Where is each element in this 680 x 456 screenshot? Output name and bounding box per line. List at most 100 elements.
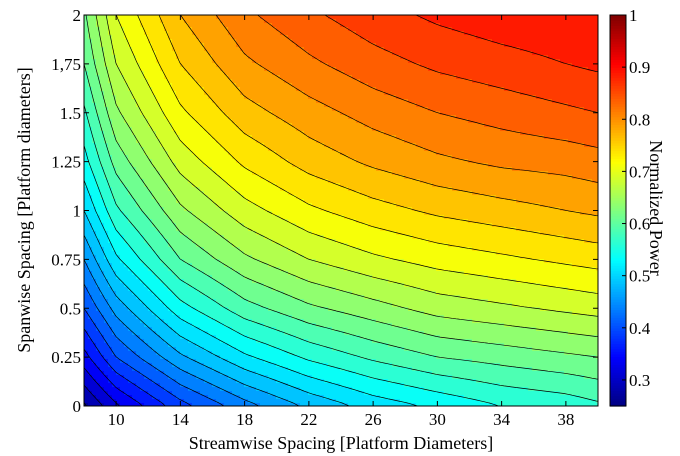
contour-cell <box>336 63 341 68</box>
contour-cell <box>364 75 369 80</box>
contour-cell <box>440 155 445 160</box>
contour-cell <box>100 75 105 80</box>
contour-cell <box>316 139 321 144</box>
contour-cell <box>564 47 569 52</box>
contour-cell <box>172 27 177 32</box>
contour-cell <box>184 79 189 84</box>
contour-cell <box>572 55 577 60</box>
contour-cell <box>284 55 289 60</box>
contour-cell <box>312 87 317 92</box>
contour-cell <box>260 51 265 56</box>
contour-cell <box>332 115 337 120</box>
contour-cell <box>524 35 529 40</box>
contour-cell <box>584 19 589 24</box>
contour-cell <box>492 127 497 132</box>
contour-cell <box>400 83 405 88</box>
contour-cell <box>420 111 425 116</box>
contour-cell <box>220 27 225 32</box>
contour-cell <box>348 119 353 124</box>
contour-cell <box>452 167 457 172</box>
contour-cell <box>320 51 325 56</box>
contour-cell <box>596 103 598 108</box>
contour-cell <box>128 147 133 152</box>
contour-cell <box>168 51 173 56</box>
contour-cell <box>440 111 445 116</box>
contour-cell <box>396 111 401 116</box>
contour-cell <box>192 91 197 96</box>
contour-cell <box>128 111 133 116</box>
contour-cell <box>288 43 293 48</box>
contour-cell <box>360 87 365 92</box>
contour-cell <box>356 135 361 140</box>
contour-cell <box>556 31 561 36</box>
contour-cell <box>248 63 253 68</box>
contour-cell <box>504 23 509 28</box>
contour-cell <box>344 159 349 164</box>
contour-cell <box>580 143 585 148</box>
contour-cell <box>508 51 513 56</box>
contour-cell <box>336 123 341 128</box>
contour-cell <box>584 107 589 112</box>
contour-cell <box>264 27 269 32</box>
contour-cell <box>344 139 349 144</box>
contour-cell <box>244 131 249 136</box>
contour-cell <box>544 95 549 100</box>
contour-cell <box>420 75 425 80</box>
contour-cell <box>372 147 377 152</box>
contour-cell <box>280 79 285 84</box>
contour-cell <box>252 35 257 40</box>
contour-cell <box>556 47 561 52</box>
contour-cell <box>564 103 569 108</box>
contour-cell <box>228 15 233 20</box>
contour-cell <box>480 143 485 148</box>
contour-cell <box>564 115 569 120</box>
contour-cell <box>336 51 341 56</box>
contour-cell <box>200 99 205 104</box>
contour-cell <box>348 167 353 172</box>
contour-cell <box>496 99 501 104</box>
contour-cell <box>136 123 141 128</box>
contour-cell <box>504 139 509 144</box>
contour-cell <box>368 47 373 52</box>
contour-cell <box>312 75 317 80</box>
contour-cell <box>408 151 413 156</box>
contour-cell <box>504 63 509 68</box>
contour-cell <box>548 35 553 40</box>
contour-cell <box>332 23 337 28</box>
contour-cell <box>360 151 365 156</box>
contour-cell <box>280 59 285 64</box>
contour-cell <box>104 31 109 36</box>
contour-cell <box>292 159 297 164</box>
contour-cell <box>368 131 373 136</box>
contour-cell <box>156 107 161 112</box>
contour-cell <box>344 111 349 116</box>
contour-cell <box>84 143 89 148</box>
contour-cell <box>224 119 229 124</box>
contour-cell <box>456 139 461 144</box>
contour-cell <box>364 79 369 84</box>
contour-cell <box>180 51 185 56</box>
contour-cell <box>152 15 157 20</box>
contour-cell <box>500 135 505 140</box>
contour-cell <box>536 139 541 144</box>
contour-cell <box>336 43 341 48</box>
contour-cell <box>544 151 549 156</box>
contour-cell <box>516 155 521 160</box>
contour-cell <box>256 43 261 48</box>
contour-cell <box>272 143 277 148</box>
contour-cell <box>596 123 598 128</box>
contour-cell <box>192 151 197 156</box>
contour-cell <box>136 151 141 156</box>
contour-cell <box>220 35 225 40</box>
contour-cell <box>472 51 477 56</box>
contour-cell <box>460 147 465 152</box>
contour-cell <box>160 59 165 64</box>
contour-cell <box>152 83 157 88</box>
contour-cell <box>456 167 461 172</box>
contour-cell <box>344 155 349 160</box>
contour-cell <box>244 151 249 156</box>
contour-cell <box>136 35 141 40</box>
contour-cell <box>564 135 569 140</box>
contour-cell <box>188 103 193 108</box>
contour-cell <box>576 67 581 72</box>
